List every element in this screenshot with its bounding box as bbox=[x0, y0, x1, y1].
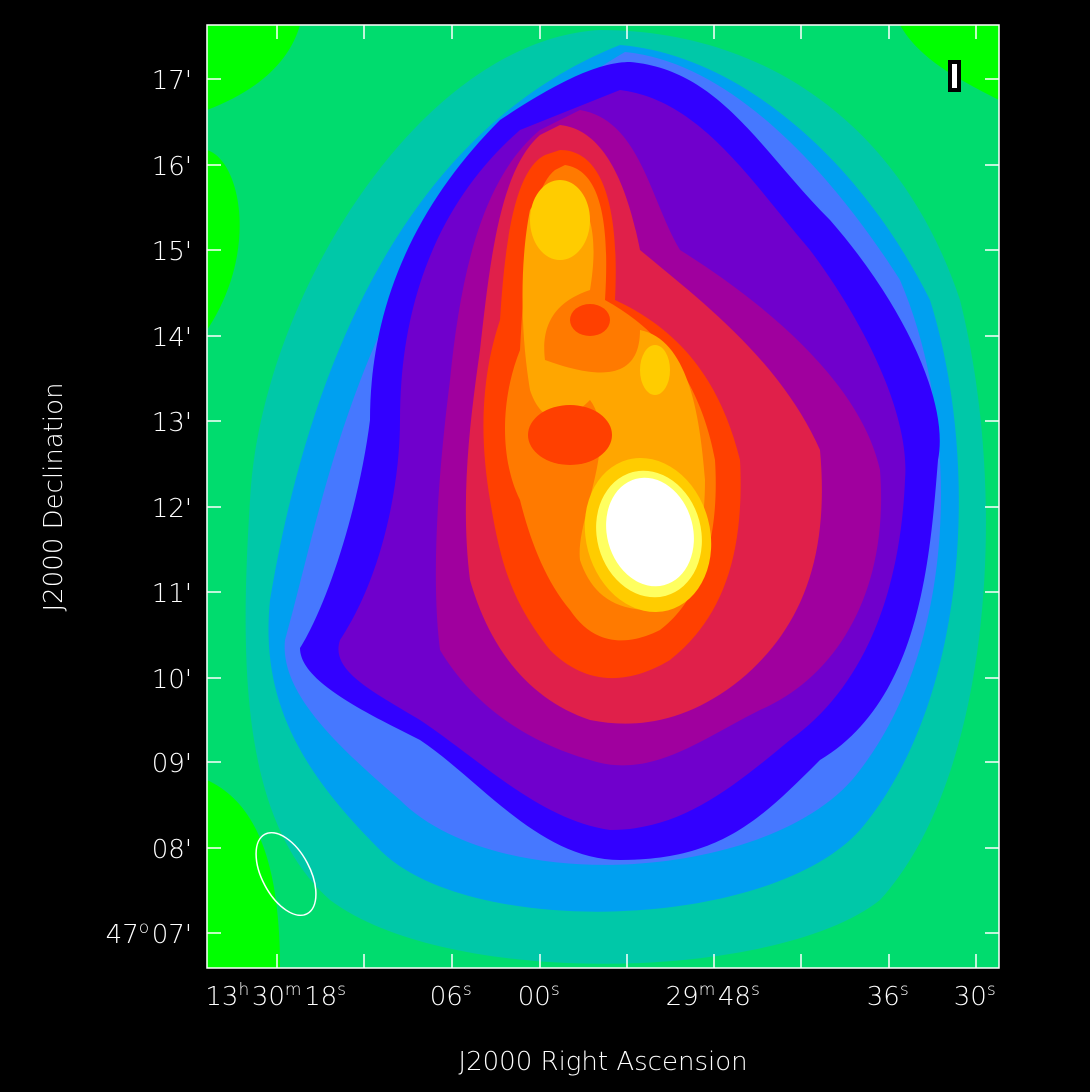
y-tick-label: 10' bbox=[152, 665, 192, 695]
x-tick-label-gap bbox=[472, 982, 475, 1012]
y-tick-label-part: 08' bbox=[152, 835, 192, 865]
y-tick-label-part: 15' bbox=[152, 237, 192, 267]
x-tick-label: 06s bbox=[430, 980, 475, 1012]
image bbox=[207, 25, 999, 968]
x-tick-label-sup: h bbox=[238, 980, 249, 1000]
map-region bbox=[207, 25, 300, 110]
beam-ellipse bbox=[255, 831, 317, 917]
x-tick-label-gap bbox=[909, 982, 912, 1012]
x-tick-label-part: 06 bbox=[430, 982, 463, 1012]
map-region bbox=[570, 304, 610, 336]
y-tick-label: 16' bbox=[152, 152, 192, 182]
x-tick-label-part: 30 bbox=[252, 982, 285, 1012]
x-tick-label-part: 00 bbox=[518, 982, 551, 1012]
map-region bbox=[528, 405, 612, 465]
y-tick-label-sup: o bbox=[139, 918, 149, 938]
x-tick-label-gap bbox=[346, 982, 349, 1012]
plot-frame bbox=[206, 24, 1000, 969]
y-tick-label: 08' bbox=[152, 835, 192, 865]
map-region bbox=[606, 477, 694, 587]
y-tick-label: 09' bbox=[152, 749, 192, 779]
y-tick-label: 11' bbox=[152, 579, 192, 609]
x-tick-label-sup: s bbox=[987, 980, 996, 1000]
x-tick-label-part: 30 bbox=[954, 982, 987, 1012]
x-tick-label-sup: s bbox=[337, 980, 346, 1000]
y-tick-label: 13' bbox=[152, 408, 192, 438]
x-tick-label-part: 29 bbox=[666, 982, 699, 1012]
y-tick-label-part: 09' bbox=[152, 749, 192, 779]
x-axis-label: J2000 Right Ascension bbox=[458, 1047, 747, 1077]
x-tick-label-sup: m bbox=[285, 980, 302, 1000]
x-tick-label: 36s bbox=[867, 980, 912, 1012]
x-tick-label-part: 48 bbox=[718, 982, 751, 1012]
x-tick-label-sup: s bbox=[463, 980, 472, 1000]
x-tick-label-gap bbox=[996, 982, 999, 1012]
map-region bbox=[207, 780, 280, 968]
y-tick-label-part: 14' bbox=[152, 323, 192, 353]
x-tick-label-part: 36 bbox=[867, 982, 900, 1012]
x-tick-label-sup: m bbox=[699, 980, 716, 1000]
x-tick-label-gap bbox=[760, 982, 763, 1012]
y-tick-label-part: 16' bbox=[152, 152, 192, 182]
y-tick-label-part: 17' bbox=[152, 66, 192, 96]
y-tick-label-part: 13' bbox=[152, 408, 192, 438]
map-region bbox=[530, 180, 590, 260]
x-tick-label: 13h 30m 18s bbox=[205, 980, 348, 1012]
marker bbox=[952, 64, 957, 88]
map-region bbox=[640, 345, 670, 395]
y-tick-label-part: 10' bbox=[152, 665, 192, 695]
x-tick-label-part: 18 bbox=[304, 982, 337, 1012]
y-axis-label: J2000 Declination bbox=[39, 382, 69, 611]
x-tick-label: 00s bbox=[518, 980, 563, 1012]
x-tick-label-gap bbox=[560, 982, 563, 1012]
y-tick-label-part: 11' bbox=[152, 579, 192, 609]
y-tick-label-part: 12' bbox=[152, 494, 192, 524]
x-tick-label-sup: s bbox=[751, 980, 760, 1000]
y-tick-label: 17' bbox=[152, 66, 192, 96]
y-tick-label-part: 47 bbox=[106, 920, 139, 950]
x-tick-label-sup: s bbox=[900, 980, 909, 1000]
y-tick-label-part: 07' bbox=[152, 920, 192, 950]
x-tick-label: 30s bbox=[954, 980, 999, 1012]
y-tick-label: 12' bbox=[152, 494, 192, 524]
x-tick-label: 29m 48s bbox=[666, 980, 763, 1012]
y-tick-label: 47o 07' bbox=[106, 918, 192, 950]
y-tick-label: 15' bbox=[152, 237, 192, 267]
x-tick-label-part: 13 bbox=[205, 982, 238, 1012]
y-tick-label: 14' bbox=[152, 323, 192, 353]
x-tick-label-sup: s bbox=[551, 980, 560, 1000]
map-region bbox=[207, 150, 240, 330]
